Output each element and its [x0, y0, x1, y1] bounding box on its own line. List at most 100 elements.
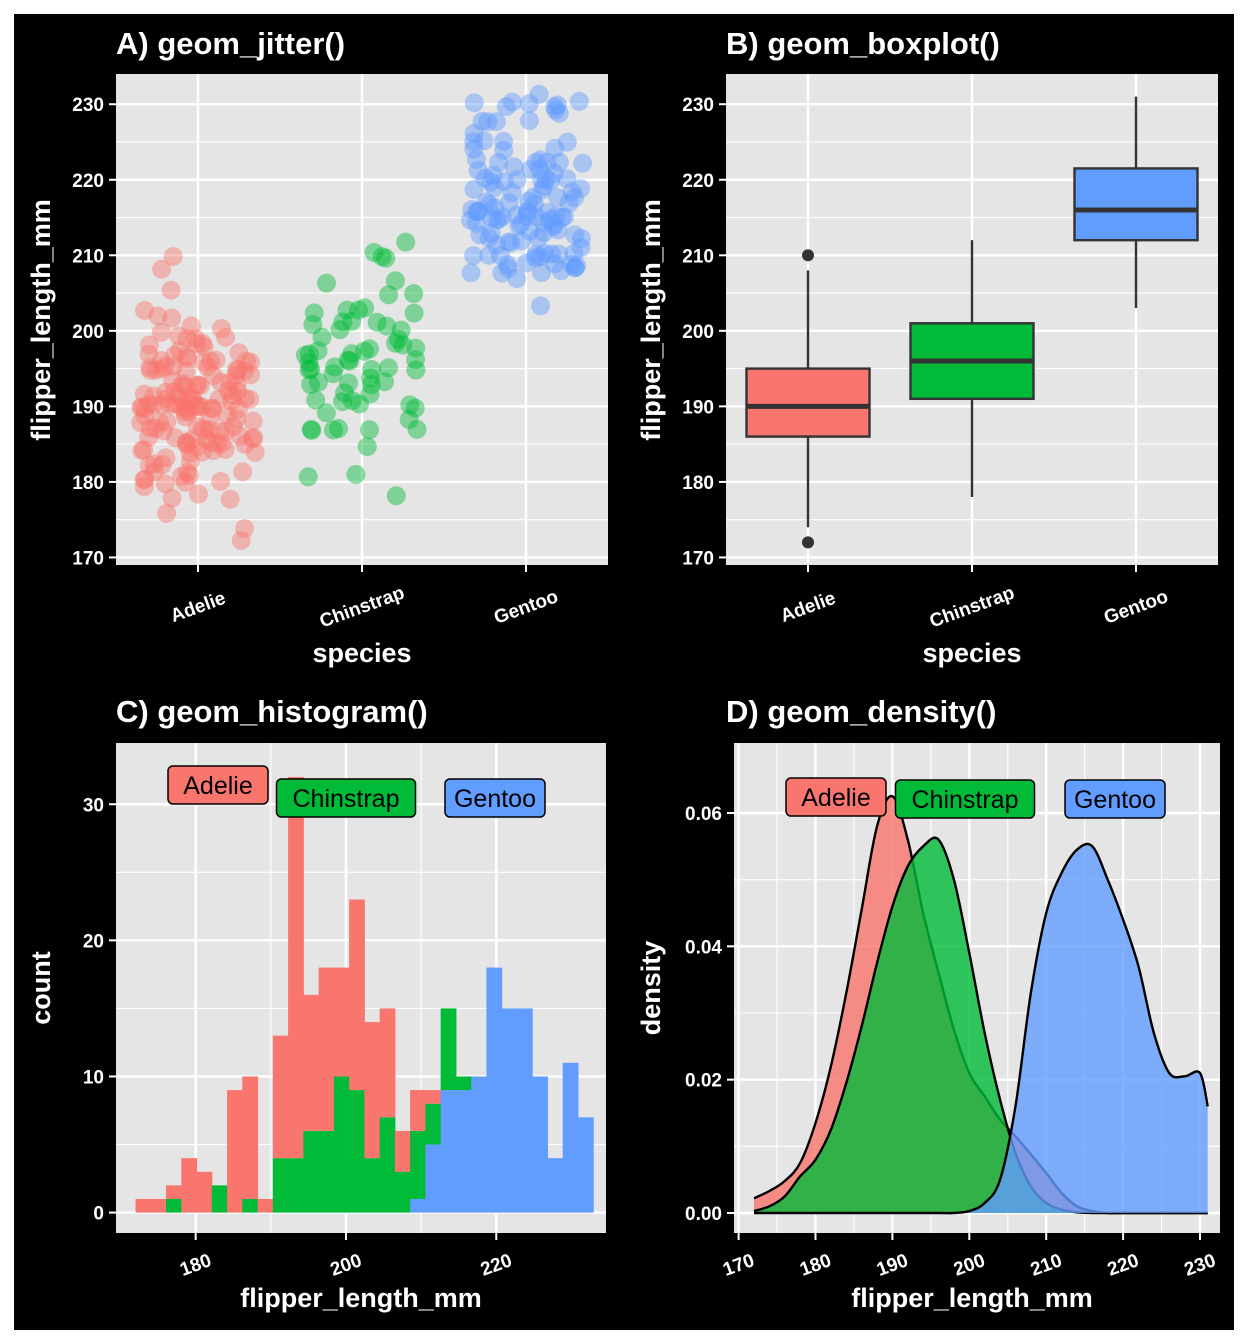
point-adelie	[134, 440, 154, 460]
point-chinstrap	[378, 358, 398, 378]
y-tick-label: 220	[72, 171, 104, 192]
point-gentoo	[504, 157, 524, 177]
point-chinstrap	[308, 341, 328, 361]
point-adelie	[157, 503, 177, 523]
point-gentoo	[548, 188, 568, 208]
point-chinstrap	[312, 327, 332, 347]
panel-d-y-title: density	[636, 941, 666, 1036]
y-tick-label: 0.02	[685, 1071, 722, 1092]
point-gentoo	[520, 221, 540, 241]
point-chinstrap	[301, 375, 321, 395]
panel-a-title: A) geom_jitter()	[116, 26, 345, 61]
point-adelie	[196, 429, 216, 449]
legend-label-adelie: Adelie	[183, 772, 253, 800]
point-adelie	[155, 474, 175, 494]
bar-gentoo	[547, 1158, 564, 1213]
point-adelie	[211, 372, 231, 392]
point-adelie	[175, 397, 195, 417]
point-adelie	[170, 341, 190, 361]
point-adelie	[157, 412, 177, 432]
y-tick-label: 0	[93, 1204, 104, 1225]
point-adelie	[228, 360, 248, 380]
y-tick-label: 170	[682, 548, 714, 569]
point-chinstrap	[335, 383, 355, 403]
panel-a-y-ticks: 170 180 190 200 210 220 230	[72, 95, 116, 569]
point-adelie	[220, 373, 240, 393]
point-gentoo	[537, 202, 557, 222]
bar-chinstrap	[394, 1171, 411, 1213]
point-adelie	[176, 361, 196, 381]
point-adelie	[169, 326, 189, 346]
point-chinstrap	[396, 232, 416, 252]
point-gentoo	[489, 152, 509, 172]
panel-c-x-title: flipper_length_mm	[240, 1283, 482, 1313]
point-adelie	[146, 418, 166, 438]
point-adelie	[222, 391, 242, 411]
point-gentoo	[464, 123, 484, 143]
point-gentoo	[517, 202, 537, 222]
point-gentoo	[474, 131, 494, 151]
panel-a-y-title: flipper_length_mm	[26, 199, 56, 441]
point-chinstrap	[360, 368, 380, 388]
point-gentoo	[526, 152, 546, 172]
bar-adelie	[257, 1198, 274, 1213]
point-adelie	[182, 430, 202, 450]
density-area-chinstrap	[753, 837, 1208, 1214]
point-gentoo	[464, 93, 484, 113]
bar-chinstrap	[455, 1076, 472, 1091]
bar-adelie	[242, 1076, 259, 1199]
point-adelie	[140, 418, 160, 438]
point-gentoo	[479, 195, 499, 215]
point-adelie	[231, 426, 251, 446]
point-gentoo	[527, 207, 547, 227]
legend-box-gentoo	[1064, 779, 1166, 819]
bar-chinstrap	[364, 1158, 381, 1213]
point-adelie	[142, 395, 162, 415]
point-chinstrap	[364, 243, 384, 263]
point-chinstrap	[405, 398, 425, 418]
point-chinstrap	[299, 353, 319, 373]
point-gentoo	[490, 246, 510, 266]
point-adelie	[177, 435, 197, 455]
point-adelie	[231, 530, 251, 550]
point-adelie	[180, 465, 200, 485]
point-gentoo	[499, 232, 519, 252]
point-adelie	[134, 470, 154, 490]
point-adelie	[171, 376, 191, 396]
y-tick-label: 0.04	[685, 937, 722, 958]
point-gentoo	[562, 182, 582, 202]
point-adelie	[162, 488, 182, 508]
point-chinstrap	[375, 372, 395, 392]
point-gentoo	[537, 152, 557, 172]
point-adelie	[177, 432, 197, 452]
point-adelie	[187, 395, 207, 415]
point-adelie	[200, 420, 220, 440]
panel-d-legend: Adelie Chinstrap Gentoo	[785, 777, 1166, 819]
point-gentoo	[544, 214, 564, 234]
point-adelie	[245, 443, 265, 463]
point-adelie	[223, 386, 243, 406]
point-gentoo	[507, 205, 527, 225]
bar-adelie	[196, 1171, 213, 1213]
legend-label-gentoo: Gentoo	[454, 785, 536, 813]
point-chinstrap	[299, 360, 319, 380]
point-adelie	[171, 397, 191, 417]
point-adelie	[216, 422, 236, 442]
point-gentoo	[478, 112, 498, 132]
point-adelie	[235, 434, 255, 454]
point-adelie	[201, 432, 221, 452]
point-gentoo	[460, 210, 480, 230]
legend-box-adelie	[785, 777, 887, 817]
point-adelie	[151, 322, 171, 342]
point-gentoo	[551, 261, 571, 281]
point-gentoo	[492, 263, 512, 283]
point-adelie	[165, 428, 185, 448]
point-chinstrap	[354, 341, 374, 361]
point-adelie	[177, 328, 197, 348]
point-adelie	[134, 477, 154, 497]
panel-a-grid	[116, 74, 608, 565]
point-chinstrap	[362, 360, 382, 380]
bar-chinstrap	[211, 1185, 228, 1213]
point-gentoo	[472, 112, 492, 132]
